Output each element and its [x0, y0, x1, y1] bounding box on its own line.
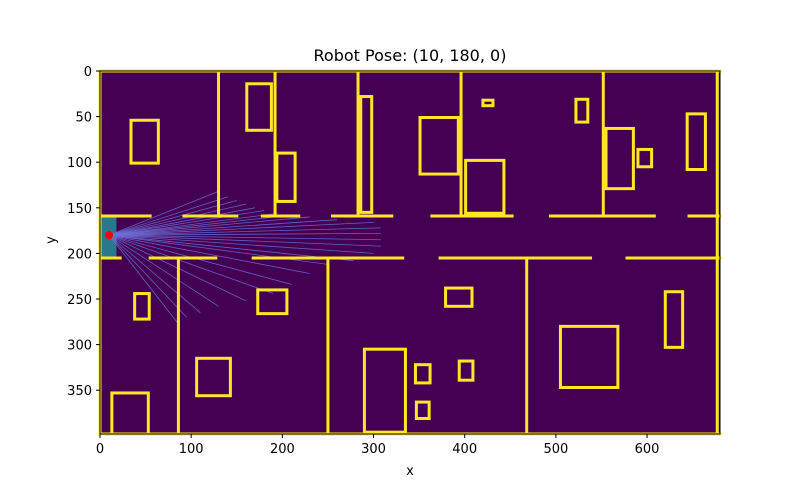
- y-tick-label: 200: [67, 247, 92, 262]
- obstacle-box: [636, 147, 654, 169]
- lidar-ray: [109, 216, 310, 236]
- obstacle-box: [444, 286, 474, 308]
- obstacle-box: [359, 95, 374, 214]
- x-tick-label: 200: [270, 442, 295, 457]
- obstacle-box: [275, 151, 297, 203]
- x-axis-ticks: 0 100 200 300 400 500 600: [96, 434, 660, 457]
- lidar-ray: [109, 234, 374, 254]
- x-axis-label: x: [406, 464, 414, 479]
- lidar-ray: [109, 234, 328, 265]
- lidar-ray: [108, 234, 219, 307]
- y-tick-label: 250: [67, 293, 92, 308]
- lidar-ray: [109, 227, 381, 236]
- lidar-ray: [108, 196, 228, 236]
- obstacle-box: [414, 400, 431, 420]
- x-tick-label: 400: [452, 442, 477, 457]
- lidar-ray: [109, 222, 374, 236]
- obstacle-box: [663, 290, 685, 349]
- obstacle-box: [574, 97, 590, 124]
- lidar-ray: [109, 234, 310, 274]
- x-tick-label: 500: [543, 442, 568, 457]
- lidar-ray: [109, 234, 381, 247]
- obstacle-box: [457, 359, 475, 382]
- obstacle-box: [413, 363, 432, 385]
- x-tick-label: 300: [361, 442, 386, 457]
- lidar-ray: [109, 234, 292, 285]
- lidar-ray: [109, 214, 292, 236]
- y-tick-label: 100: [67, 156, 92, 171]
- y-axis-ticks: 0 50 100 150 200 250 300 350: [67, 65, 100, 399]
- lidar-ray: [108, 234, 187, 318]
- obstacle-box: [362, 347, 407, 434]
- y-tick-label: 350: [67, 384, 92, 399]
- lidar-ray: [109, 219, 338, 236]
- lidar-ray: [109, 212, 278, 236]
- obstacle-box: [256, 288, 289, 316]
- chart-title: Robot Pose: (10, 180, 0): [314, 46, 507, 65]
- lidar-ray: [109, 210, 265, 236]
- obstacle-box: [195, 356, 232, 398]
- obstacle-box: [464, 158, 506, 215]
- lidar-ray: [108, 191, 219, 236]
- y-tick-label: 300: [67, 339, 92, 354]
- y-tick-label: 50: [75, 111, 92, 126]
- plot-frame: [99, 70, 721, 435]
- obstacle-box: [245, 82, 273, 132]
- y-tick-label: 150: [67, 202, 92, 217]
- obstacle-box: [685, 112, 707, 172]
- lidar-ray: [109, 207, 256, 236]
- lidar-ray: [109, 232, 381, 236]
- obstacle-box: [129, 118, 160, 165]
- lidar-ray: [108, 234, 201, 314]
- lidar-ray: [109, 234, 354, 262]
- x-tick-label: 0: [96, 442, 104, 457]
- obstacle-box: [558, 324, 620, 389]
- x-tick-label: 100: [179, 442, 204, 457]
- lidar-ray: [109, 234, 381, 241]
- map-background: [100, 71, 720, 434]
- y-tick-label: 0: [84, 65, 92, 80]
- plot-area: [98, 69, 722, 436]
- x-tick-label: 600: [635, 442, 660, 457]
- lidar-ray: [108, 234, 274, 294]
- lidar-ray: [109, 200, 237, 236]
- y-axis-label: y: [44, 236, 59, 244]
- obstacle-box: [481, 98, 495, 108]
- obstacle-box: [604, 126, 635, 191]
- lidar-ray: [108, 234, 178, 323]
- lidar-ray: [109, 203, 246, 236]
- obstacle-box: [418, 116, 460, 176]
- robot-marker: [105, 231, 114, 240]
- obstacle-box: [133, 292, 151, 321]
